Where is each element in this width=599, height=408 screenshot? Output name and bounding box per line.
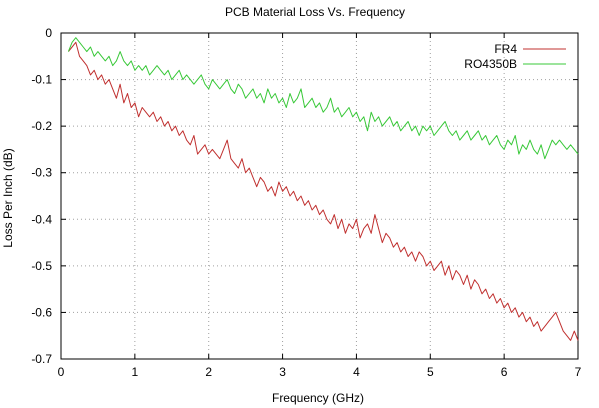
legend-label-ro4350b: RO4350B [464, 57, 517, 71]
y-tick-label: -0.5 [31, 259, 52, 273]
y-tick-label: 0 [45, 26, 52, 40]
y-tick-label: -0.6 [31, 305, 52, 319]
x-tick-label: 3 [279, 365, 286, 379]
y-tick-label: -0.4 [31, 212, 52, 226]
x-tick-label: 0 [58, 365, 65, 379]
x-tick-label: 4 [353, 365, 360, 379]
x-tick-label: 7 [575, 365, 582, 379]
chart-title: PCB Material Loss Vs. Frequency [225, 5, 405, 19]
y-axis-title: Loss Per Inch (dB) [1, 148, 15, 247]
y-tick-label: -0.2 [31, 119, 52, 133]
series-line-ro4350b [67, 37, 579, 160]
axis-ticks: 0 1 2 3 4 5 6 7 0 -0.1 -0.2 -0.3 -0.4 -0.5 -0.6 -0.7 [31, 26, 581, 379]
y-tick-label: -0.7 [31, 352, 52, 366]
x-axis-title: Frequency (GHz) [272, 391, 364, 405]
x-tick-label: 6 [501, 365, 508, 379]
plot-frame [60, 32, 579, 360]
y-tick-label: -0.3 [31, 166, 52, 180]
x-tick-label: 1 [132, 365, 139, 379]
series-line-fr4 [68, 41, 579, 341]
y-tick-label: -0.1 [31, 73, 52, 87]
legend-label-fr4: FR4 [494, 42, 517, 56]
x-tick-label: 5 [427, 365, 434, 379]
x-tick-label: 2 [205, 365, 212, 379]
series-lines [67, 37, 579, 341]
grid [61, 33, 578, 359]
